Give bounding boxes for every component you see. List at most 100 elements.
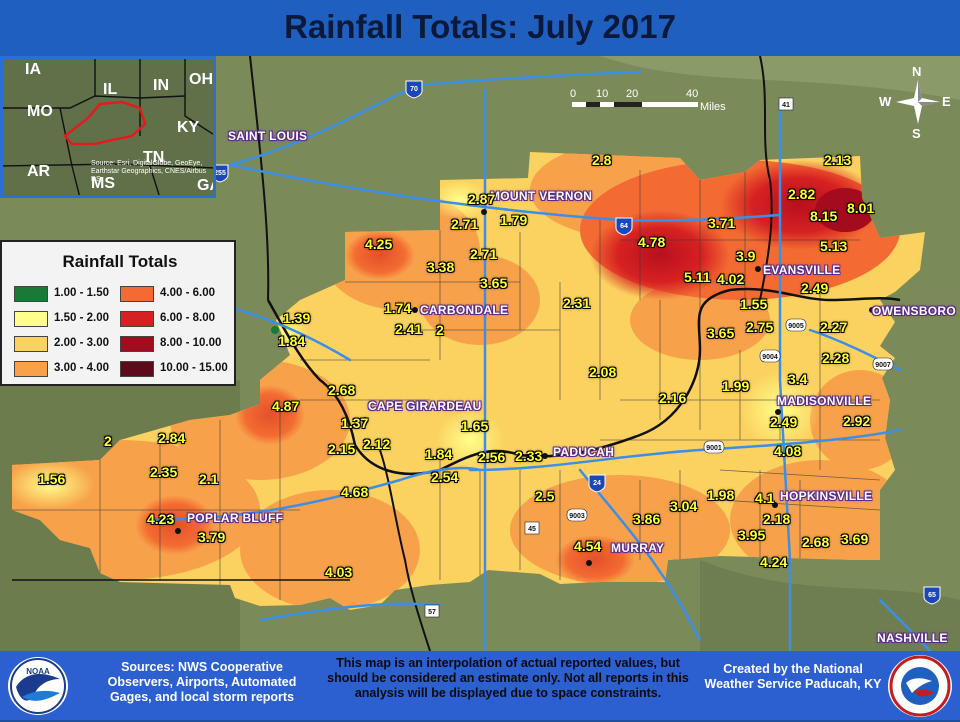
rain-value: 2.15: [328, 441, 356, 457]
rain-value: 3.65: [707, 325, 735, 341]
rain-value: 3.71: [708, 215, 736, 231]
legend-label: 8.00 - 10.00: [160, 337, 222, 349]
inset-state-oh: OH: [189, 71, 213, 88]
inset-source: Source: Esri, DigitalGlobe, GeoEye, Eart…: [91, 160, 207, 183]
rain-value: 2: [104, 433, 112, 449]
rainfall-map: 70 64 41 255 24 45 65 9005 9004 9007 900…: [0, 56, 960, 651]
legend-label: 10.00 - 15.00: [160, 362, 228, 374]
scale-label-10: 10: [596, 88, 609, 100]
rain-value: 2.84: [158, 430, 186, 446]
rain-value: 4.1: [755, 490, 775, 506]
rain-value: 2.41: [395, 321, 423, 337]
rain-value: 2.68: [328, 382, 356, 398]
rain-value: 1.55: [740, 296, 768, 312]
rain-value: 3.04: [670, 498, 698, 514]
rain-value: 5.11: [684, 269, 711, 285]
rain-value: 2.87: [468, 191, 496, 207]
city-poplar-bluff: POPLAR BLUFF: [187, 511, 284, 525]
city-saint-louis: SAINT LOUIS: [228, 129, 308, 143]
legend-swatch-4: [120, 286, 154, 302]
rain-value: 2.35: [150, 464, 178, 480]
rain-value: 2.54: [431, 469, 459, 485]
rain-value: 3.9: [736, 248, 756, 264]
page-title: Rainfall Totals: July 2017: [284, 8, 676, 45]
shield-9001: 9001: [706, 445, 722, 452]
legend-label: 1.50 - 2.00: [54, 312, 109, 324]
rain-value: 1.99: [722, 378, 750, 394]
rain-value: 2.1: [199, 471, 219, 487]
inset-state-ms: MS: [91, 175, 115, 192]
noaa-logo-text: NOAA: [26, 667, 50, 676]
rain-value: 5.13: [820, 238, 848, 254]
city-carbondale: CARBONDALE: [420, 303, 509, 317]
inset-state-ar: AR: [27, 163, 51, 180]
rain-value: 2.49: [770, 414, 798, 430]
rain-value: 4.08: [774, 443, 802, 459]
rain-value: 1.65: [461, 418, 489, 434]
compass-rose: [896, 80, 940, 124]
inset-canvas: [3, 59, 213, 195]
city-cape-girardeau: CAPE GIRARDEAU: [368, 399, 482, 413]
legend-swatch-5: [120, 311, 154, 327]
city-owensboro: OWENSBORO: [872, 304, 957, 318]
rain-value: 2.71: [451, 216, 479, 232]
city-nashville: NASHVILLE: [877, 631, 948, 645]
rain-value: 1.74: [384, 300, 412, 316]
legend-swatch-0: [14, 286, 48, 302]
scale-bar: [572, 102, 698, 107]
rain-value: 3.86: [633, 511, 661, 527]
rain-value: 2: [436, 322, 444, 338]
rain-value: 2.08: [589, 364, 617, 380]
rain-value: 2.68: [802, 534, 830, 550]
rain-value: 3.79: [198, 529, 226, 545]
inset-state-il: IL: [103, 81, 118, 98]
compass-e: E: [942, 94, 951, 109]
rain-value: 4.54: [574, 538, 602, 554]
inset-state-tn: TN: [143, 149, 165, 166]
rain-value: 1.79: [500, 212, 528, 228]
rain-value: 4.87: [272, 398, 300, 414]
rain-value: 2.49: [801, 280, 829, 296]
rain-value: 2.31: [563, 295, 591, 311]
compass-n: N: [912, 64, 922, 79]
shield-us45: 45: [528, 526, 536, 533]
rain-value: 3.38: [427, 259, 455, 275]
rain-value: 2.33: [515, 448, 543, 464]
rain-value: 1.37: [341, 415, 369, 431]
footer-credit: Created by the National Weather Service …: [704, 662, 882, 691]
legend-label: 2.00 - 3.00: [54, 337, 109, 349]
rain-value: 4.24: [760, 554, 788, 570]
city-hopkinsville: HOPKINSVILLE: [780, 489, 873, 503]
rain-value: 2.8: [592, 152, 612, 168]
shield-9007: 9007: [875, 362, 891, 369]
rain-value: 2.75: [746, 319, 774, 335]
compass-w: W: [879, 94, 892, 109]
scale-label-0: 0: [570, 88, 577, 100]
legend: Rainfall Totals 1.00 - 1.50 1.50 - 2.00 …: [0, 240, 236, 386]
city-paducah: PADUCAH: [553, 445, 615, 459]
inset-state-in: IN: [153, 77, 169, 94]
legend-swatch-1: [14, 311, 48, 327]
rain-value: 4.78: [638, 234, 666, 250]
shield-us51: 57: [428, 609, 436, 616]
scale-unit: Miles: [700, 101, 726, 113]
city-evansville: EVANSVILLE: [763, 263, 841, 277]
compass-s: S: [912, 126, 921, 141]
rain-value: 2.18: [763, 511, 791, 527]
map-canvas: 70 64 41 255 24 45 65 9005 9004 9007 900…: [0, 56, 960, 651]
rain-value: 3.95: [738, 527, 766, 543]
rain-value: 1.84: [425, 446, 453, 462]
scale-label-20: 20: [626, 88, 639, 100]
inset-locator-map: IA IL IN OH MO KY AR TN MS GA Source: Es…: [0, 56, 216, 198]
rain-value: 4.03: [325, 564, 353, 580]
title-bar: Rainfall Totals: July 2017: [0, 0, 960, 56]
rain-value: 1.39: [283, 310, 311, 326]
shield-i24: 24: [593, 480, 601, 487]
rain-value: 3.65: [480, 275, 508, 291]
footer: NOAA Sources: NWS Cooperative Observers,…: [0, 651, 960, 720]
inset-state-ky: KY: [177, 119, 200, 136]
legend-label: 4.00 - 6.00: [160, 287, 215, 299]
rain-value: 8.15: [810, 208, 838, 224]
legend-swatch-7: [120, 361, 154, 377]
scale-label-40: 40: [686, 88, 699, 100]
